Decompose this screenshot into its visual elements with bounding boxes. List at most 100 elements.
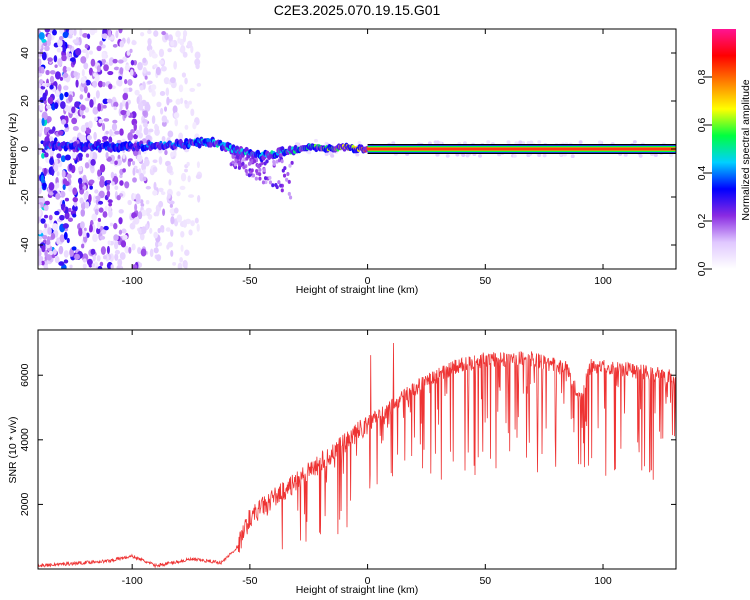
heatmap-cell xyxy=(38,32,45,41)
heatmap-cell xyxy=(138,262,143,268)
heatmap-cell xyxy=(159,91,166,96)
heatmap-cell xyxy=(128,246,132,254)
heatmap-cell xyxy=(142,169,146,175)
heatmap-cell xyxy=(597,140,602,144)
heatmap-cell xyxy=(43,265,49,269)
heatmap-cell xyxy=(638,154,643,158)
heatmap-cell xyxy=(64,197,70,202)
heatmap-cell xyxy=(135,168,139,174)
heatmap-cell xyxy=(120,240,127,248)
heatmap-cell xyxy=(85,153,90,158)
heatmap-cell xyxy=(86,128,92,134)
heatmap-cell xyxy=(48,129,55,134)
heatmap-cell xyxy=(623,153,628,157)
heatmap-cell xyxy=(101,51,106,60)
heatmap-cell xyxy=(57,130,64,136)
heatmap-cell xyxy=(103,225,109,231)
heatmap-cell xyxy=(122,234,128,240)
heatmap-cell xyxy=(180,230,185,238)
heatmap-cell xyxy=(283,166,287,171)
heatmap-cell xyxy=(106,184,110,192)
heatmap-cell xyxy=(38,87,44,95)
heatmap-cell xyxy=(122,154,126,159)
heatmap-cell xyxy=(77,152,83,159)
heatmap-cell xyxy=(62,31,69,39)
heatmap-cell xyxy=(88,193,92,203)
heatmap-cell xyxy=(83,227,87,232)
heatmap-cell xyxy=(184,168,188,173)
heatmap-cell xyxy=(60,155,66,163)
heatmap-cell xyxy=(107,71,114,76)
heatmap-cell xyxy=(119,266,124,269)
heatmap-cell xyxy=(537,153,542,158)
heatmap-cell xyxy=(238,155,242,160)
heatmap-cell xyxy=(44,249,48,258)
heatmap-cell xyxy=(63,85,69,91)
colorbar-tick-label: 0.6 xyxy=(696,118,708,133)
heatmap-cell xyxy=(143,126,149,136)
heatmap-cell xyxy=(77,177,83,185)
heatmap-cell xyxy=(184,100,188,105)
colorbar-tick-label: 0.4 xyxy=(696,166,708,181)
colorbar-label: Normalized spectral amplitude xyxy=(740,79,750,220)
heatmap-cell xyxy=(168,179,172,186)
heatmap-cell xyxy=(108,209,113,218)
heatmap-cell xyxy=(72,213,77,218)
heatmap-cell xyxy=(188,194,195,198)
heatmap-cell xyxy=(237,162,241,167)
heatmap-cell xyxy=(89,99,94,108)
heatmap-cell xyxy=(255,168,259,173)
heatmap-cell xyxy=(114,185,119,191)
heatmap-cell xyxy=(104,205,108,212)
heatmap-cell xyxy=(96,255,101,262)
heatmap-cell xyxy=(84,97,90,102)
heatmap-cell xyxy=(78,182,83,191)
heatmap-cell xyxy=(88,120,93,129)
heatmap-cell xyxy=(60,101,66,110)
heatmap-cell xyxy=(114,241,119,250)
heatmap-cell xyxy=(165,160,171,167)
heatmap-cell xyxy=(87,92,91,99)
heatmap-cell xyxy=(151,115,156,125)
heatmap-cell xyxy=(107,199,113,204)
heatmap-cell xyxy=(195,174,202,180)
heatmap-cell xyxy=(92,106,99,115)
heatmap-cell xyxy=(68,94,73,103)
heatmap-cell xyxy=(144,103,151,112)
heatmap-cell xyxy=(253,159,257,164)
snr-series-line xyxy=(38,342,676,569)
heatmap-cell xyxy=(170,250,174,257)
heatmap-cell xyxy=(118,29,123,34)
heatmap-cell xyxy=(391,141,396,145)
heatmap-cell xyxy=(158,60,165,65)
heatmap-cell xyxy=(130,129,135,134)
heatmap-cell xyxy=(136,154,143,163)
heatmap-cell xyxy=(258,172,262,177)
snr-frame xyxy=(37,329,677,570)
heatmap-cell xyxy=(175,98,181,105)
heatmap-cell xyxy=(131,212,137,219)
heatmap-cell xyxy=(99,261,104,267)
heatmap-cell xyxy=(190,220,195,227)
heatmap-cell xyxy=(135,129,140,136)
heatmap-cell xyxy=(130,59,135,66)
heatmap-cell xyxy=(131,243,136,251)
heatmap-cell xyxy=(187,175,191,183)
heatmap-cell xyxy=(69,264,73,269)
heatmap-cell xyxy=(83,85,88,94)
heatmap-cell xyxy=(235,154,239,159)
heatmap-cell xyxy=(117,59,124,64)
heatmap-cell xyxy=(55,89,60,98)
heatmap-cell xyxy=(186,161,190,167)
heatmap-cell xyxy=(71,117,78,125)
heatmap-cell xyxy=(67,217,73,222)
heatmap-cell xyxy=(61,169,66,178)
heatmap-cell xyxy=(96,227,101,235)
heatmap-cell xyxy=(110,171,115,179)
top-y-tick-label: 20 xyxy=(19,95,31,107)
top-x-axis-label: Height of straight line (km) xyxy=(296,284,419,296)
heatmap-cell xyxy=(72,187,78,196)
heatmap-cell xyxy=(260,161,264,166)
heatmap-cell xyxy=(137,101,144,111)
heatmap-cell xyxy=(279,152,283,157)
